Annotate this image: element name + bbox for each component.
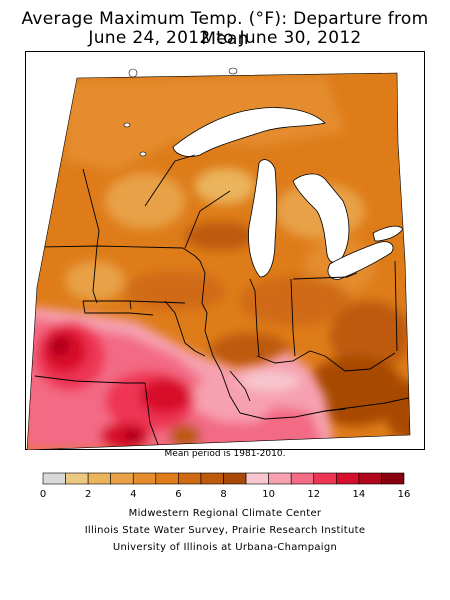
legend-bin-1: [65, 472, 89, 485]
temperature-departure-map: [25, 51, 425, 450]
legend-tick-label: 16: [398, 489, 411, 500]
legend-bin-5: [155, 472, 179, 485]
legend-bin-7: [200, 472, 224, 485]
color-legend: 0 2 4 6 8 10 12 14 16: [40, 472, 411, 500]
legend-bin-13: [336, 472, 360, 485]
legend-tick-label: 14: [353, 489, 366, 500]
legend-tick-label: 2: [85, 489, 91, 500]
legend-bin-15: [381, 472, 405, 485]
legend-tick-label: 10: [262, 489, 275, 500]
credit-survey: Illinois State Water Survey, Prairie Res…: [84, 525, 366, 536]
lake-islands: [123, 67, 238, 157]
mean-period-note: Mean period is 1981-2010.: [164, 449, 286, 459]
legend-tick-label: 0: [40, 489, 46, 500]
legend-bin-2: [87, 472, 111, 485]
legend-bin-0: [42, 472, 66, 485]
legend-tick-label: 4: [130, 489, 136, 500]
credit-center: Midwestern Regional Climate Center: [128, 508, 322, 519]
legend-bin-6: [178, 472, 202, 485]
map-title: Average Maximum Temp. (°F): Departure fr…: [21, 9, 429, 49]
legend-color-bins: [42, 472, 405, 485]
legend-bin-12: [313, 472, 337, 485]
credit-university: University of Illinois at Urbana-Champai…: [112, 542, 338, 553]
legend-tick-label: 6: [175, 489, 181, 500]
legend-tick-labels: 0 2 4 6 8 10 12 14 16: [40, 489, 411, 500]
legend-bin-8: [223, 472, 247, 485]
legend-tick-label: 8: [220, 489, 226, 500]
state-boundaries: [34, 154, 410, 450]
map-date-range: June 24, 2012 to June 30, 2012: [88, 28, 362, 48]
great-lakes: [172, 107, 404, 280]
legend-bin-9: [245, 472, 269, 485]
legend-bin-4: [132, 472, 157, 485]
legend-bin-3: [110, 472, 134, 485]
legend-bin-14: [358, 472, 382, 485]
legend-bin-11: [290, 472, 315, 485]
region-outline: [26, 72, 411, 450]
legend-tick-label: 12: [307, 489, 320, 500]
legend-bin-10: [268, 472, 292, 485]
shaded-region: [27, 73, 410, 450]
